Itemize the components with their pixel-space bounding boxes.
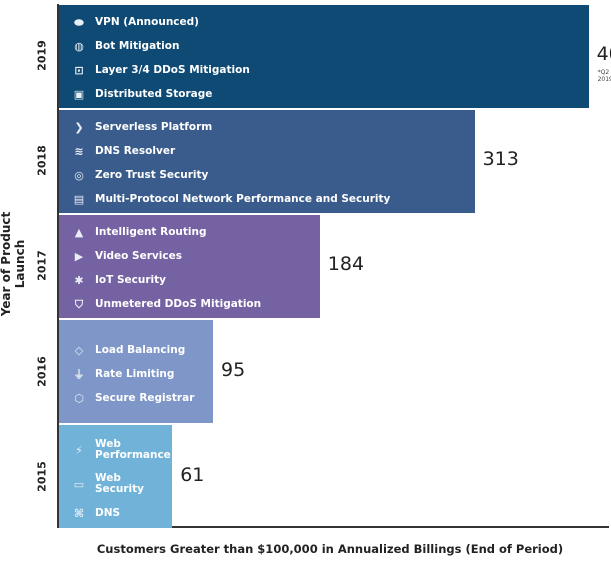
bot-icon: ◍ xyxy=(74,40,84,54)
tick-label-2015: 2015 xyxy=(35,460,49,492)
workers-icon: ❯ xyxy=(74,121,84,135)
ddos-scan-icon: ⊡ xyxy=(74,64,84,78)
product-label: Rate Limiting xyxy=(95,367,175,380)
product-item: ⛉ Unmetered DDoS Mitigation xyxy=(71,293,320,317)
web-performance-icon: ⚡ xyxy=(75,443,83,457)
tick-label-2019: 2019 xyxy=(35,40,49,72)
product-label: Unmetered DDoS Mitigation xyxy=(95,298,262,311)
iot-icon: ✱ xyxy=(74,274,84,288)
dns-resolver-icon: ≋ xyxy=(74,145,84,159)
product-item: ⏚ Rate Limiting xyxy=(71,362,213,386)
product-item: ▶ Video Services xyxy=(71,245,320,269)
product-label: IoT Security xyxy=(95,274,166,287)
product-label: Intelligent Routing xyxy=(95,226,207,239)
product-item: ⚡ Web Performance xyxy=(71,433,172,467)
product-label: Web Security xyxy=(95,472,145,496)
tick-label-2017: 2017 xyxy=(35,250,49,282)
product-item: ✱ IoT Security xyxy=(71,269,320,293)
registrar-shield-icon: ⬡ xyxy=(74,391,84,405)
tick-label-2016: 2016 xyxy=(35,355,49,387)
product-label: Multi-Protocol Network Performance and S… xyxy=(95,193,391,206)
product-item: ▲ Intelligent Routing xyxy=(71,221,320,245)
product-label: Secure Registrar xyxy=(95,391,195,404)
product-item: ⌘ DNS xyxy=(71,501,172,525)
product-item: ⊡ Layer 3/4 DDoS Mitigation xyxy=(71,59,589,83)
product-label: Load Balancing xyxy=(95,343,186,356)
product-label: Bot Mitigation xyxy=(95,40,180,53)
y-axis-label: Year of Product Launch xyxy=(0,211,27,317)
product-label: Web Performance xyxy=(95,438,171,462)
storage-icon: ▣ xyxy=(73,88,85,102)
product-item: ❯ Serverless Platform xyxy=(71,116,475,140)
dns-icon: ⌘ xyxy=(73,506,85,520)
value-label-2015: 61 xyxy=(180,463,205,486)
routing-icon: ▲ xyxy=(74,226,84,240)
web-security-icon: ▭ xyxy=(73,477,85,491)
value-label-2019: 408* xyxy=(596,43,611,66)
product-label: Layer 3/4 DDoS Mitigation xyxy=(95,64,250,77)
funnel-icon: ⏚ xyxy=(73,367,85,381)
tick-label-2018: 2018 xyxy=(35,145,49,177)
product-item: ⬡ Secure Registrar xyxy=(71,386,213,410)
product-item: ◍ Bot Mitigation xyxy=(71,35,589,59)
product-item: ◎ Zero Trust Security xyxy=(71,164,475,188)
product-label: DNS xyxy=(95,506,121,519)
bar-2017: ▲ Intelligent Routing ▶ Video Services ✱ IoT … xyxy=(59,215,320,318)
product-label: VPN (Announced) xyxy=(95,16,199,29)
bar-2015: ⚡ Web Performance ▭ Web Security ⌘ DNS xyxy=(59,425,173,528)
product-item: ▭ Web Security xyxy=(71,467,172,501)
video-icon: ▶ xyxy=(74,250,84,264)
value-note: *Q2 2019 xyxy=(597,69,611,84)
product-label: Serverless Platform xyxy=(95,121,213,134)
product-item: ⬬ VPN (Announced) xyxy=(71,11,589,35)
value-label-2016: 95 xyxy=(221,358,246,381)
spectrum-icon: ▤ xyxy=(73,193,85,207)
access-icon: ◎ xyxy=(74,169,84,183)
warp-icon: ⬬ xyxy=(74,16,84,30)
load-balancing-icon: ◇ xyxy=(74,343,84,357)
y-axis-line xyxy=(57,4,59,528)
value-label-2017: 184 xyxy=(327,253,365,276)
product-label: Zero Trust Security xyxy=(95,169,209,182)
product-label: Distributed Storage xyxy=(95,88,213,101)
shield-icon: ⛉ xyxy=(74,298,84,312)
bar-2019: ⬬ VPN (Announced) ◍ Bot Mitigation ⊡ Layer 3/… xyxy=(59,5,589,108)
product-label: Video Services xyxy=(95,250,182,263)
product-item: ▤ Multi-Protocol Network Performance and … xyxy=(71,188,475,212)
product-label: DNS Resolver xyxy=(95,145,176,158)
bar-2018: ❯ Serverless Platform ≋ DNS Resolver ◎ Zero T… xyxy=(59,110,475,213)
product-item: ≋ DNS Resolver xyxy=(71,140,475,164)
product-item: ◇ Load Balancing xyxy=(71,338,213,362)
bar-2016: ◇ Load Balancing ⏚ Rate Limiting ⬡ Secure Reg… xyxy=(59,320,213,423)
x-axis-line xyxy=(57,526,609,528)
value-label-2018: 313 xyxy=(482,148,519,171)
product-item: ▣ Distributed Storage xyxy=(71,83,589,107)
x-axis-label: Customers Greater than $100,000 in Annua… xyxy=(96,542,564,556)
